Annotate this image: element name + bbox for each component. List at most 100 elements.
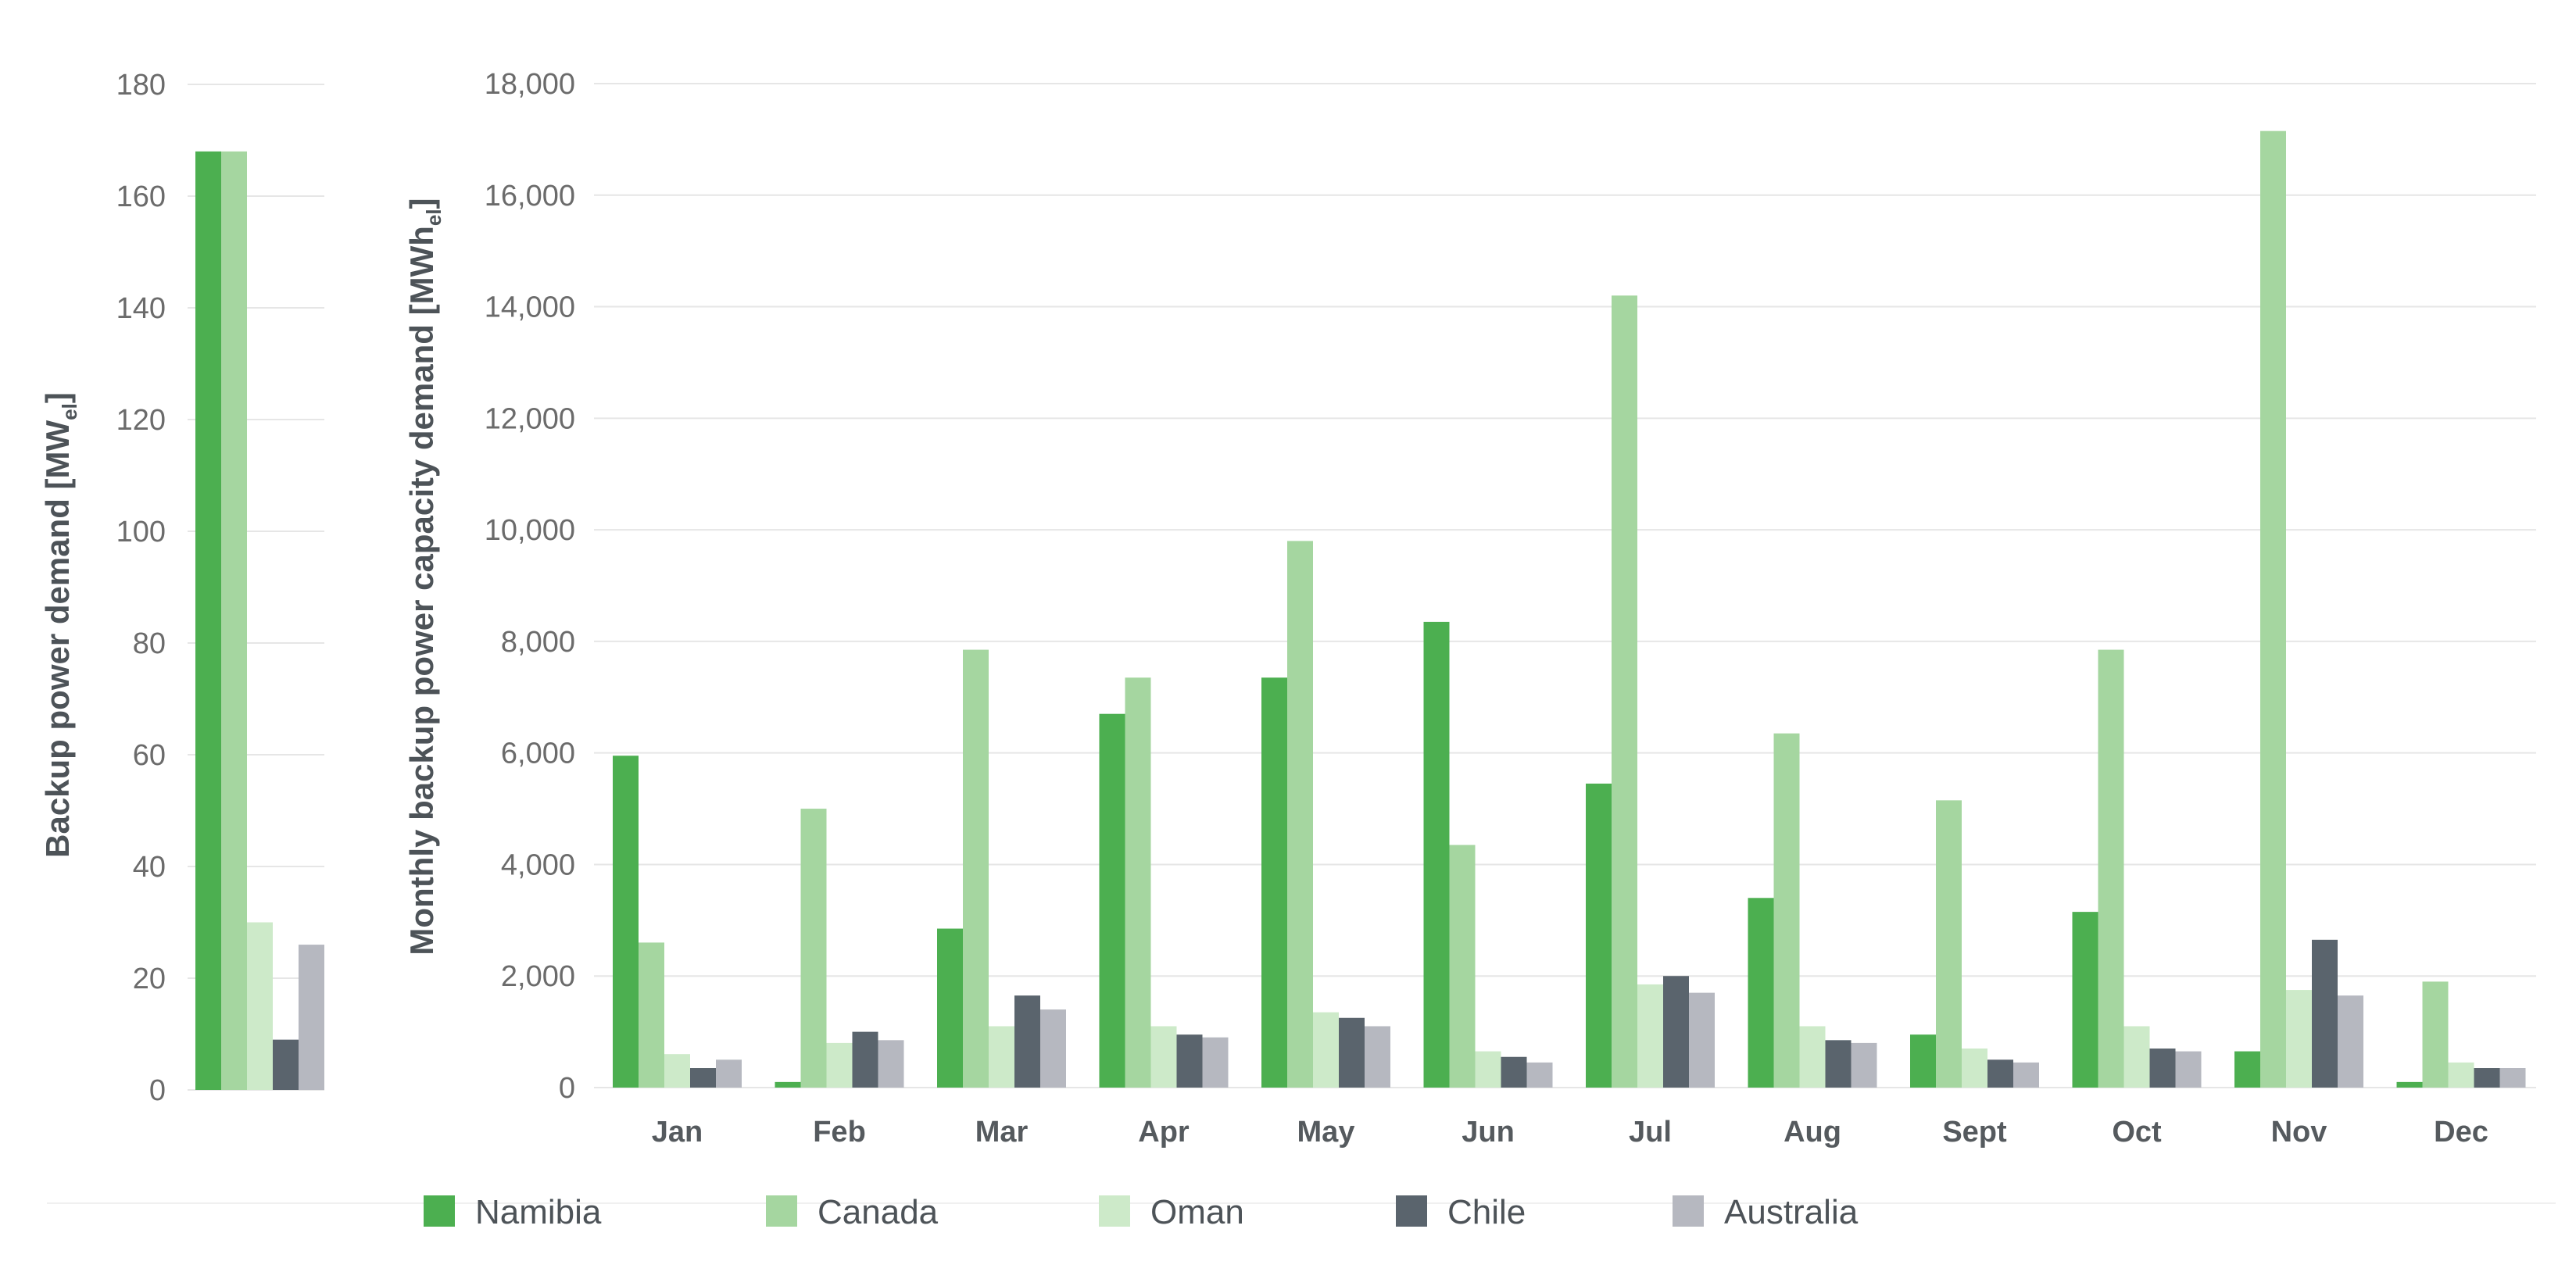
legend-swatch-canada — [766, 1195, 797, 1227]
bar-feb-namibia — [775, 1081, 801, 1088]
bar-jan-namibia — [613, 756, 639, 1088]
bar-jan-oman — [664, 1054, 690, 1088]
bar-apr-australia — [1202, 1037, 1229, 1088]
bar-mar-canada — [963, 649, 989, 1088]
bar-aug-canada — [1773, 733, 1800, 1088]
bar-apr-canada — [1125, 677, 1151, 1088]
right-y-tick-label: 12,000 — [485, 402, 575, 435]
bar-feb-oman — [826, 1042, 853, 1088]
right-y-tick-label: 2,000 — [501, 960, 575, 993]
bar-feb-chile — [852, 1031, 878, 1088]
left-y-tick-label: 20 — [133, 963, 166, 995]
left-y-tick-label: 80 — [133, 627, 166, 660]
bar-mar-australia — [1040, 1009, 1066, 1088]
right-y-tick-label: 16,000 — [485, 180, 575, 213]
left-bars — [195, 151, 324, 1090]
bar-nov-chile — [2312, 939, 2338, 1088]
bar-jun-chile — [1501, 1056, 1527, 1088]
bar-aug-australia — [1851, 1042, 1877, 1088]
bar-mar-oman — [989, 1026, 1014, 1088]
right-y-tick-label: 6,000 — [501, 738, 575, 770]
bar-oct-chile — [2149, 1049, 2176, 1088]
bar-dec-chile — [2474, 1068, 2500, 1088]
right-y-tick-labels: 0 2,000 4,000 6,000 8,000 10,000 12,000 14,000 1… — [485, 68, 575, 1105]
legend-item-oman: Oman — [1099, 1193, 1244, 1231]
bar-jan-chile — [690, 1068, 716, 1088]
bar-jul-australia — [1689, 992, 1715, 1088]
left-y-tick-label: 60 — [133, 739, 166, 772]
left-y-axis-title: Backup power demand [MWel] — [39, 392, 81, 858]
legend-label-oman: Oman — [1150, 1193, 1244, 1231]
x-tick-label-oct: Oct — [2112, 1116, 2162, 1149]
right-y-tick-label: 4,000 — [501, 848, 575, 881]
bar-oct-oman — [2123, 1026, 2150, 1088]
left-y-tick-labels: 0 20 40 60 80 100 120 140 160 180 — [116, 69, 166, 1107]
legend-label-canada: Canada — [818, 1193, 939, 1231]
bar-sept-australia — [2013, 1062, 2039, 1088]
legend-item-chile: Chile — [1396, 1193, 1526, 1231]
bar-apr-chile — [1176, 1034, 1203, 1088]
left-y-tick-label: 40 — [133, 851, 166, 884]
left-y-tick-label: 140 — [116, 292, 166, 325]
legend: Namibia Canada Oman Chile Australia — [424, 1193, 1859, 1231]
legend-label-australia: Australia — [1724, 1193, 1859, 1231]
bar-nov-canada — [2260, 130, 2286, 1088]
bar-nov-namibia — [2234, 1051, 2260, 1088]
legend-swatch-australia — [1673, 1195, 1704, 1227]
x-tick-label-mar: Mar — [975, 1116, 1029, 1149]
bar-jun-australia — [1526, 1062, 1553, 1088]
right-y-tick-label: 10,000 — [485, 514, 575, 547]
bar-aug-chile — [1825, 1040, 1852, 1088]
bar-dec-australia — [2499, 1068, 2526, 1088]
left-bar-canada — [221, 151, 247, 1090]
legend-item-canada: Canada — [766, 1193, 939, 1231]
bar-sept-oman — [1962, 1049, 1987, 1088]
x-tick-label-jul: Jul — [1629, 1116, 1672, 1149]
x-tick-label-jan: Jan — [652, 1116, 703, 1149]
bar-jul-oman — [1637, 984, 1663, 1088]
bar-mar-chile — [1014, 995, 1040, 1088]
left-bar-oman — [247, 922, 273, 1090]
right-y-axis-title: Monthly backup power capacity demand [MW… — [403, 198, 445, 955]
left-y-tick-label: 160 — [116, 180, 166, 213]
right-gridlines — [594, 83, 2536, 1088]
bar-nov-australia — [2338, 995, 2363, 1088]
bar-sept-canada — [1936, 800, 1962, 1088]
left-bar-chile — [273, 1039, 299, 1090]
right-y-tick-label: 0 — [559, 1072, 575, 1105]
bar-aug-oman — [1799, 1026, 1826, 1088]
bar-aug-namibia — [1748, 898, 1774, 1088]
x-tick-label-feb: Feb — [813, 1116, 866, 1149]
legend-swatch-namibia — [424, 1195, 455, 1227]
left-bar-namibia — [195, 151, 221, 1090]
bar-jul-chile — [1663, 976, 1689, 1088]
left-y-tick-label: 100 — [116, 516, 166, 548]
x-tick-label-sept: Sept — [1942, 1116, 2007, 1149]
bar-sept-namibia — [1910, 1034, 1936, 1088]
bar-jun-canada — [1449, 845, 1476, 1088]
legend-label-namibia: Namibia — [475, 1193, 602, 1231]
bar-jan-australia — [716, 1059, 742, 1088]
bar-jul-canada — [1612, 295, 1637, 1088]
bar-oct-australia — [2175, 1051, 2202, 1088]
bar-may-canada — [1287, 541, 1313, 1088]
bar-jul-namibia — [1586, 783, 1612, 1088]
right-y-tick-label: 8,000 — [501, 626, 575, 659]
x-tick-label-apr: Apr — [1138, 1116, 1190, 1149]
legend-swatch-chile — [1396, 1195, 1427, 1227]
bar-jun-oman — [1475, 1051, 1501, 1088]
bar-jan-canada — [639, 942, 664, 1088]
legend-item-australia: Australia — [1673, 1193, 1859, 1231]
bar-oct-namibia — [2072, 912, 2098, 1088]
bar-may-namibia — [1261, 677, 1287, 1088]
bar-may-chile — [1339, 1017, 1365, 1088]
legend-item-namibia: Namibia — [424, 1193, 602, 1231]
right-x-tick-labels: Jan Feb Mar Apr May Jun Jul Aug Sept Oct Nov Dec — [652, 1116, 2488, 1149]
right-y-tick-label: 18,000 — [485, 68, 575, 101]
left-y-tick-label: 120 — [116, 404, 166, 437]
bar-mar-namibia — [937, 928, 963, 1088]
left-bar-australia — [299, 945, 324, 1090]
legend-label-chile: Chile — [1447, 1193, 1526, 1231]
x-tick-label-nov: Nov — [2271, 1116, 2327, 1149]
